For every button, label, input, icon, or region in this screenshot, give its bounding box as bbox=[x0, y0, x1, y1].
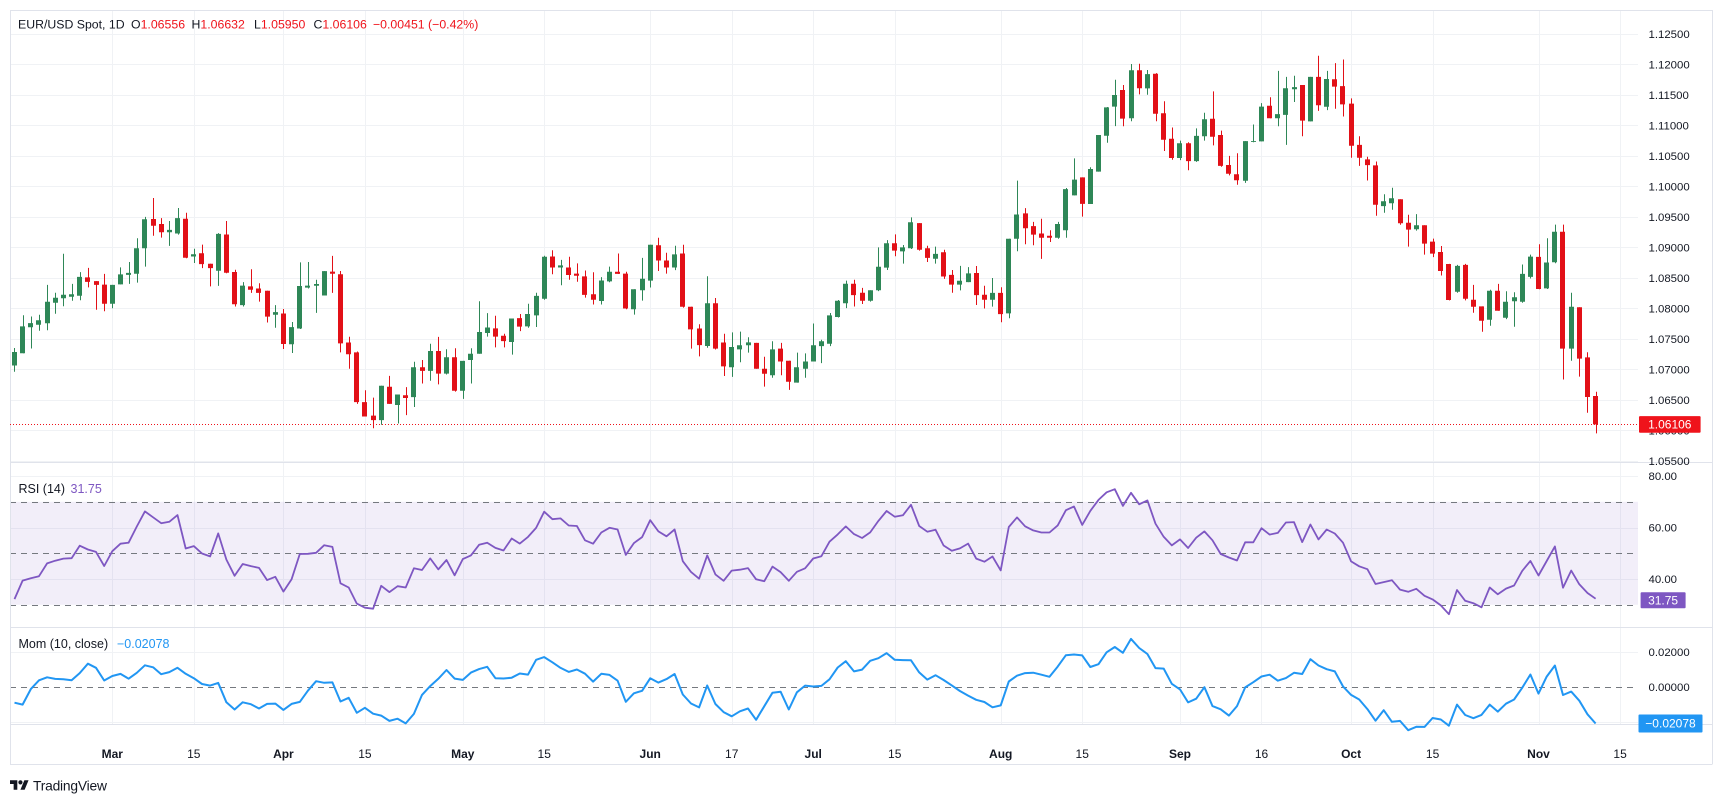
svg-text:15: 15 bbox=[358, 747, 372, 761]
svg-text:Sep: Sep bbox=[1169, 747, 1191, 761]
svg-text:15: 15 bbox=[187, 747, 201, 761]
svg-text:1.06106: 1.06106 bbox=[1648, 418, 1692, 432]
svg-text:31.75: 31.75 bbox=[71, 482, 102, 496]
svg-text:1.12000: 1.12000 bbox=[1649, 59, 1690, 71]
svg-text:1.12500: 1.12500 bbox=[1649, 29, 1690, 41]
svg-text:Oct: Oct bbox=[1341, 747, 1361, 761]
svg-text:80.00: 80.00 bbox=[1649, 471, 1678, 483]
svg-text:17: 17 bbox=[725, 747, 739, 761]
svg-text:1.08500: 1.08500 bbox=[1649, 273, 1690, 285]
svg-text:1.11500: 1.11500 bbox=[1649, 90, 1689, 102]
svg-text:Nov: Nov bbox=[1527, 747, 1550, 761]
svg-text:1.10000: 1.10000 bbox=[1649, 181, 1690, 193]
svg-text:15: 15 bbox=[1613, 747, 1627, 761]
svg-text:RSI (14): RSI (14) bbox=[19, 482, 66, 496]
svg-text:Mom (10, close): Mom (10, close) bbox=[19, 637, 109, 651]
svg-text:EUR/USD Spot, 1D: EUR/USD Spot, 1D bbox=[18, 18, 125, 32]
svg-text:−0.02078: −0.02078 bbox=[117, 637, 170, 651]
svg-text:40.00: 40.00 bbox=[1649, 574, 1678, 586]
svg-text:1.07500: 1.07500 bbox=[1649, 334, 1690, 346]
svg-text:0.02000: 0.02000 bbox=[1649, 647, 1690, 659]
svg-text:H1.06632: H1.06632 bbox=[192, 18, 246, 32]
svg-text:1.07000: 1.07000 bbox=[1649, 364, 1690, 376]
svg-text:1.08000: 1.08000 bbox=[1649, 303, 1690, 315]
svg-text:Jun: Jun bbox=[640, 747, 661, 761]
svg-text:May: May bbox=[451, 747, 475, 761]
svg-text:TradingView: TradingView bbox=[33, 779, 107, 794]
svg-text:0.00000: 0.00000 bbox=[1649, 682, 1690, 694]
svg-text:1.10500: 1.10500 bbox=[1649, 151, 1690, 163]
svg-text:1.09500: 1.09500 bbox=[1649, 212, 1690, 224]
svg-text:1.05500: 1.05500 bbox=[1649, 456, 1690, 468]
svg-text:15: 15 bbox=[538, 747, 552, 761]
svg-text:16: 16 bbox=[1255, 747, 1269, 761]
svg-text:15: 15 bbox=[1426, 747, 1440, 761]
svg-text:−0.02078: −0.02078 bbox=[1645, 717, 1696, 731]
svg-text:Apr: Apr bbox=[273, 747, 294, 761]
svg-text:1.11000: 1.11000 bbox=[1649, 120, 1689, 132]
svg-text:C1.06106: C1.06106 bbox=[314, 18, 368, 32]
svg-text:Mar: Mar bbox=[102, 747, 124, 761]
svg-text:60.00: 60.00 bbox=[1649, 523, 1678, 535]
svg-text:1.06500: 1.06500 bbox=[1649, 395, 1690, 407]
svg-text:Jul: Jul bbox=[805, 747, 822, 761]
svg-text:15: 15 bbox=[888, 747, 902, 761]
svg-text:Aug: Aug bbox=[989, 747, 1012, 761]
svg-text:O1.06556: O1.06556 bbox=[131, 18, 185, 32]
svg-text:L1.05950: L1.05950 bbox=[254, 18, 305, 32]
svg-text:1.09000: 1.09000 bbox=[1649, 242, 1690, 254]
svg-text:15: 15 bbox=[1076, 747, 1090, 761]
svg-text:−0.00451 (−0.42%): −0.00451 (−0.42%) bbox=[373, 18, 478, 32]
svg-text:31.75: 31.75 bbox=[1648, 594, 1678, 608]
